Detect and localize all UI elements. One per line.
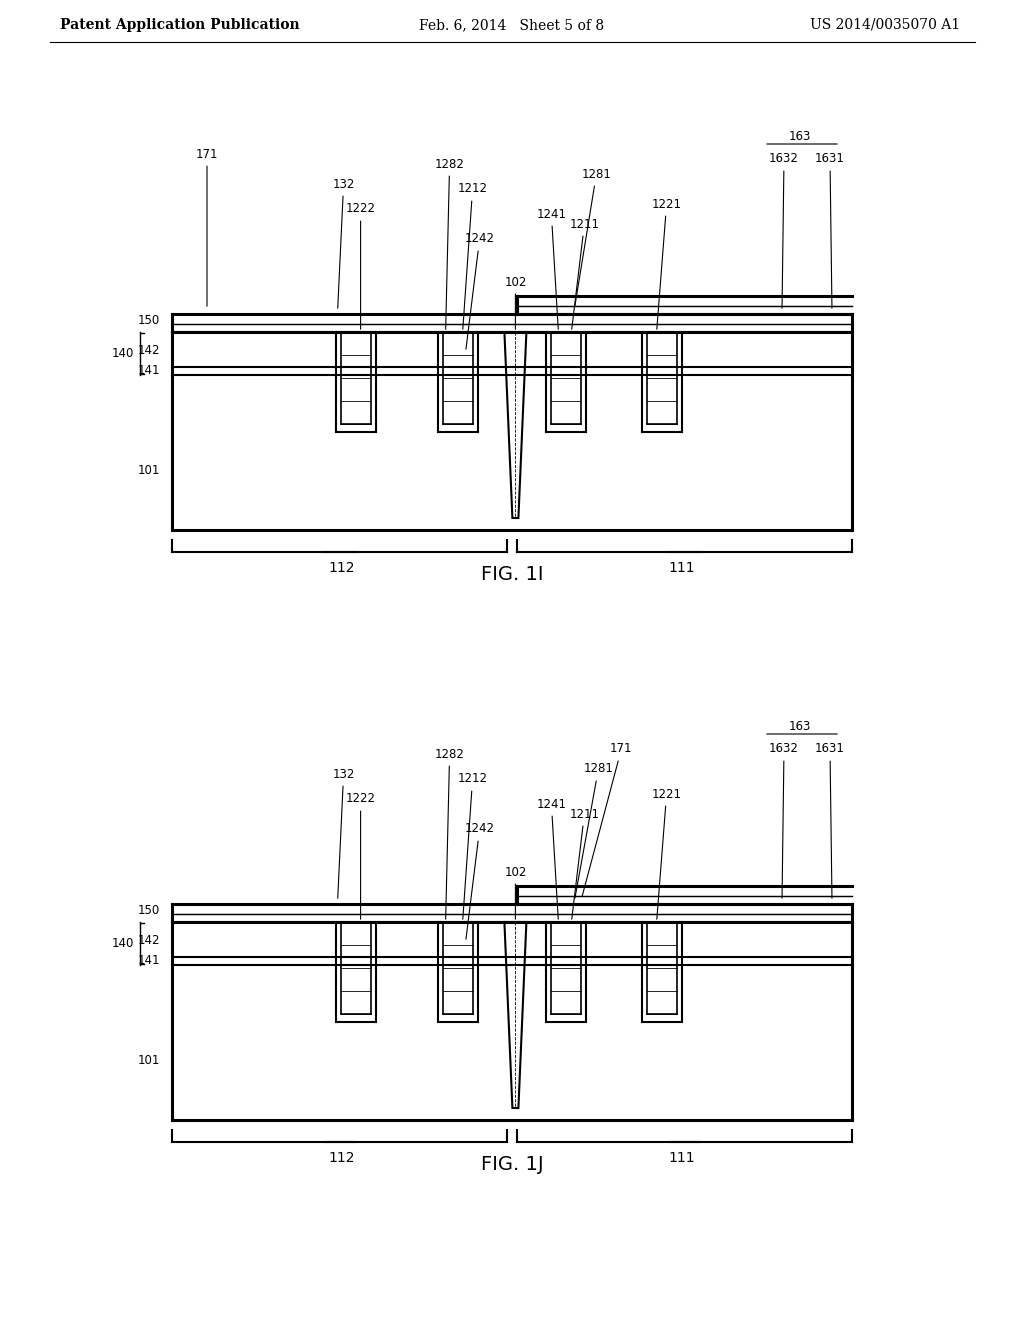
Text: 101: 101: [137, 463, 160, 477]
Text: 141: 141: [137, 954, 160, 968]
Text: FIG. 1J: FIG. 1J: [480, 1155, 544, 1175]
Text: US 2014/0035070 A1: US 2014/0035070 A1: [810, 18, 961, 32]
Text: Patent Application Publication: Patent Application Publication: [60, 18, 300, 32]
Text: 163: 163: [788, 129, 811, 143]
Text: 1222: 1222: [346, 202, 376, 329]
Text: 1632: 1632: [769, 153, 799, 308]
Text: 132: 132: [333, 767, 354, 898]
Text: 140: 140: [112, 937, 134, 950]
Text: 150: 150: [138, 903, 160, 916]
Text: 171: 171: [582, 742, 633, 896]
Text: 1211: 1211: [569, 218, 599, 329]
Text: 112: 112: [329, 561, 355, 576]
Text: 1221: 1221: [651, 198, 682, 329]
Text: 1242: 1242: [465, 822, 495, 940]
Text: 142: 142: [137, 343, 160, 356]
Text: 1281: 1281: [574, 763, 613, 899]
Text: 141: 141: [137, 364, 160, 378]
Text: 112: 112: [329, 1151, 355, 1166]
Text: 132: 132: [333, 177, 354, 309]
Text: FIG. 1I: FIG. 1I: [480, 565, 544, 585]
Text: 142: 142: [137, 933, 160, 946]
Text: 102: 102: [504, 866, 526, 919]
Text: 163: 163: [788, 719, 811, 733]
Text: 1242: 1242: [465, 232, 495, 350]
Text: 1211: 1211: [569, 808, 599, 919]
Text: 1212: 1212: [458, 182, 487, 329]
Text: 1282: 1282: [434, 157, 465, 329]
Text: 140: 140: [112, 347, 134, 360]
Text: 1241: 1241: [537, 207, 566, 329]
Text: 111: 111: [669, 561, 695, 576]
Text: 1631: 1631: [815, 153, 845, 308]
Text: Feb. 6, 2014   Sheet 5 of 8: Feb. 6, 2014 Sheet 5 of 8: [420, 18, 604, 32]
Text: 171: 171: [196, 148, 218, 306]
Text: 1212: 1212: [458, 772, 487, 919]
Text: 1241: 1241: [537, 797, 566, 919]
Text: 1282: 1282: [434, 747, 465, 919]
Text: 1632: 1632: [769, 742, 799, 898]
Text: 1221: 1221: [651, 788, 682, 919]
Text: 111: 111: [669, 1151, 695, 1166]
Text: 1281: 1281: [574, 168, 611, 306]
Text: 1222: 1222: [346, 792, 376, 919]
Text: 150: 150: [138, 314, 160, 326]
Text: 102: 102: [504, 276, 526, 329]
Text: 101: 101: [137, 1053, 160, 1067]
Text: 1631: 1631: [815, 742, 845, 898]
